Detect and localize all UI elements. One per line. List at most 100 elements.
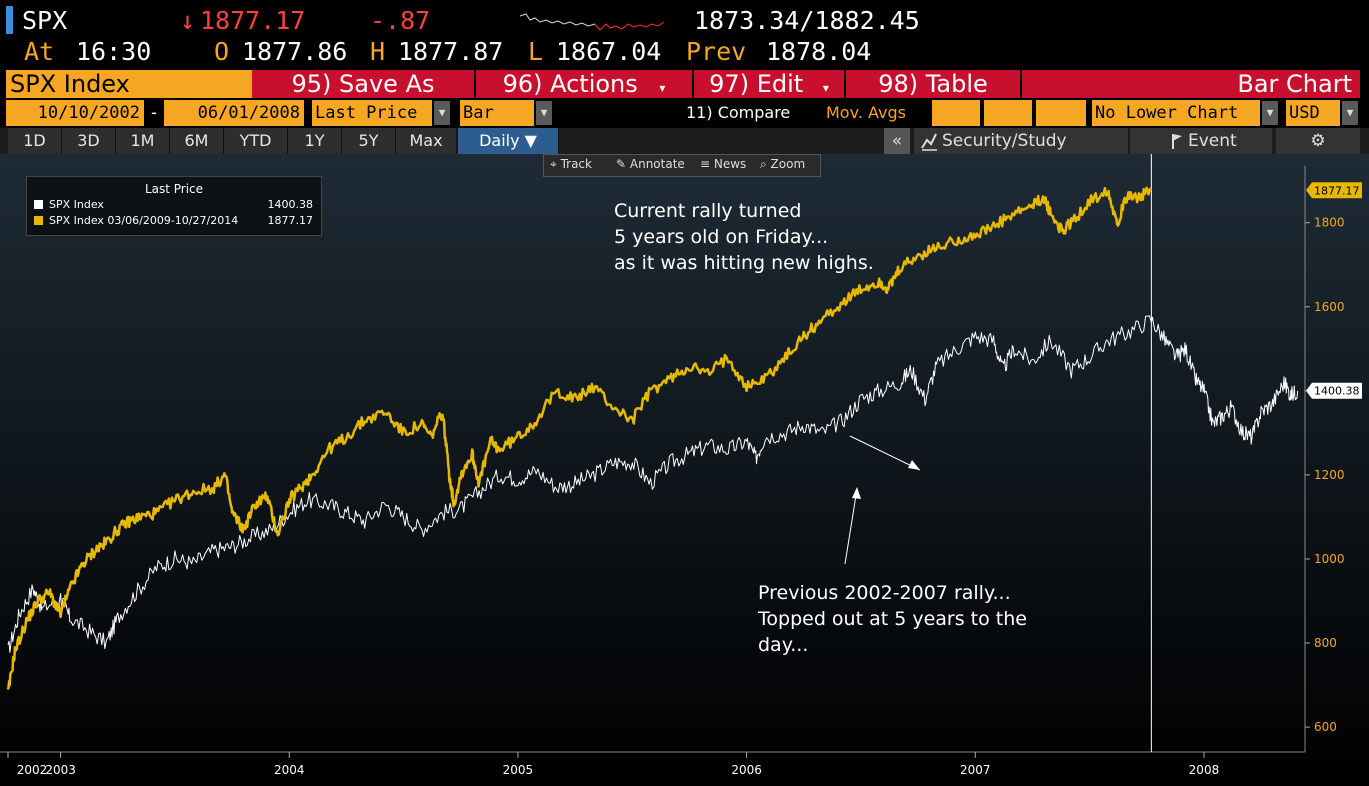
period-ytd[interactable]: YTD <box>224 128 288 154</box>
low-label: L <box>528 37 544 66</box>
crosshair-icon: ⌖ <box>550 157 561 171</box>
mov-avg-input-2[interactable] <box>984 100 1032 126</box>
x-tick-label: 2004 <box>274 763 305 777</box>
currency-dropdown-icon[interactable]: ▼ <box>1342 101 1358 125</box>
open-label: O <box>214 37 230 66</box>
price-chart[interactable]: 6008001000120014001600180020022003200420… <box>0 154 1369 782</box>
svg-text:1400.38: 1400.38 <box>1314 385 1360 398</box>
annotation-line: as it was hitting new highs. <box>614 252 874 274</box>
series-line-spx-2009-2014 <box>6 186 1153 690</box>
start-date-field[interactable]: 10/10/2002 <box>6 100 144 126</box>
actions-caret-icon: ▾ <box>659 81 666 95</box>
legend-entry-1-name: SPX Index <box>49 198 104 211</box>
previous-rally-arrow <box>844 488 858 565</box>
current-rally-arrow <box>849 435 921 471</box>
open-value: 1877.86 <box>242 37 348 66</box>
ticker: SPX <box>22 6 68 35</box>
mov-avgs-label[interactable]: Mov. Avgs <box>826 103 906 122</box>
save-as-button[interactable]: 95) Save As <box>252 70 474 98</box>
zoom-label: Zoom <box>770 157 806 171</box>
settings-gear-icon[interactable]: ⚙ <box>1276 128 1360 154</box>
annotation-line: Topped out at 5 years to the <box>758 608 1027 630</box>
x-tick-label: 2007 <box>960 763 991 777</box>
parameter-bar: 10/10/2002 - 06/01/2008 Last Price ▼ Bar… <box>0 100 1369 126</box>
annotation-arrows <box>844 435 921 565</box>
chart-area[interactable]: 6008001000120014001600180020022003200420… <box>0 154 1369 782</box>
period-toolbar: 1D 3D 1M 6M YTD 1Y 5Y Max Daily ▼ « Secu… <box>0 128 1369 154</box>
x-tick-label: 2003 <box>45 763 76 777</box>
track-label: Track <box>560 157 592 171</box>
event-label: Event <box>1188 131 1237 151</box>
style-dropdown-icon[interactable]: ▼ <box>536 101 552 125</box>
ticker-marker <box>6 6 13 34</box>
table-button[interactable]: 98) Table <box>846 70 1020 98</box>
edit-menu[interactable]: 97) Edit ▾ <box>694 70 844 98</box>
lower-chart-dropdown-icon[interactable]: ▼ <box>1262 101 1278 125</box>
function-bar: SPX Index 95) Save As 96) Actions ▾ 97) … <box>0 70 1369 98</box>
edit-caret-icon: ▾ <box>822 81 829 95</box>
magnifier-icon: ⌕ <box>760 157 771 171</box>
prev-value: 1878.04 <box>766 37 872 66</box>
end-date-field[interactable]: 06/01/2008 <box>164 100 304 126</box>
frequency-dropdown[interactable]: Daily ▼ <box>458 128 559 154</box>
security-study-button[interactable]: Security/Study <box>914 128 1128 154</box>
news-tool[interactable]: ≡ News <box>700 155 746 174</box>
period-1d[interactable]: 1D <box>8 128 62 154</box>
legend-entry-2-value: 1877.17 <box>267 214 314 227</box>
current-rally-arrowhead <box>908 460 920 470</box>
last-price: 1877.17 <box>200 6 306 35</box>
period-1m[interactable]: 1M <box>116 128 170 154</box>
period-5y[interactable]: 5Y <box>342 128 396 154</box>
actions-label: 96) Actions <box>502 70 638 98</box>
period-1y[interactable]: 1Y <box>288 128 342 154</box>
field-selector[interactable]: Last Price <box>312 100 432 126</box>
last-value-label-white: 1400.38 <box>1306 382 1362 399</box>
currency-selector[interactable]: USD <box>1286 100 1340 126</box>
zoom-tool[interactable]: ⌕ Zoom <box>760 155 805 174</box>
mov-avg-input-3[interactable] <box>1036 100 1086 126</box>
mov-avg-input-1[interactable] <box>932 100 980 126</box>
track-tool[interactable]: ⌖ Track <box>550 155 592 174</box>
x-tick-label: 2008 <box>1189 763 1220 777</box>
chart-background <box>0 154 1369 782</box>
previous-rally-annotation: Previous 2002-2007 rally... Topped out a… <box>758 580 1027 658</box>
chart-legend: Last Price SPX Index 1400.38 SPX Index 0… <box>26 176 322 236</box>
security-study-label: Security/Study <box>942 131 1067 151</box>
previous-rally-arrowhead <box>852 487 861 499</box>
sparkline-icon <box>519 10 670 32</box>
y-tick-label: 1000 <box>1314 552 1345 566</box>
period-3d[interactable]: 3D <box>62 128 116 154</box>
security-field[interactable]: SPX Index <box>6 70 254 98</box>
last-value-label-gold: 1877.17 <box>1306 182 1362 199</box>
period-max[interactable]: Max <box>396 128 457 154</box>
pencil-icon: ✎ <box>616 157 630 171</box>
field-dropdown-icon[interactable]: ▼ <box>434 101 450 125</box>
legend-entry-2-name: SPX Index 03/06/2009-10/27/2014 <box>49 214 239 227</box>
y-tick-label: 1200 <box>1314 468 1345 482</box>
low-value: 1867.04 <box>556 37 662 66</box>
annotation-line: 5 years old on Friday... <box>614 226 829 248</box>
prev-label: Prev <box>686 37 747 66</box>
period-6m[interactable]: 6M <box>170 128 224 154</box>
quote-header: SPX ↓ 1877.17 -.87 1873.34/1882.45 At 16… <box>0 0 1369 70</box>
event-button[interactable]: Event <box>1130 128 1272 154</box>
lower-chart-selector[interactable]: No Lower Chart <box>1092 100 1260 126</box>
legend-swatch-white <box>34 200 43 209</box>
current-rally-annotation: Current rally turned 5 years old on Frid… <box>614 198 874 276</box>
actions-menu[interactable]: 96) Actions ▾ <box>476 70 692 98</box>
chart-study-icon <box>920 128 938 162</box>
flag-icon <box>1170 128 1184 162</box>
svg-text:1877.17: 1877.17 <box>1314 184 1360 197</box>
bid-ask: 1873.34/1882.45 <box>694 6 920 35</box>
annotate-tool[interactable]: ✎ Annotate <box>616 155 685 174</box>
y-tick-label: 1600 <box>1314 300 1345 314</box>
x-tick-label: 2002 <box>17 763 48 777</box>
y-tick-label: 1800 <box>1314 216 1345 230</box>
high-value: 1877.87 <box>398 37 504 66</box>
high-label: H <box>370 37 386 66</box>
series-line-spx-2002-2008 <box>7 315 1299 653</box>
y-tick-label: 800 <box>1314 636 1337 650</box>
collapse-button[interactable]: « <box>884 128 910 154</box>
compare-button[interactable]: 11) Compare <box>686 103 791 122</box>
style-selector[interactable]: Bar <box>460 100 534 126</box>
